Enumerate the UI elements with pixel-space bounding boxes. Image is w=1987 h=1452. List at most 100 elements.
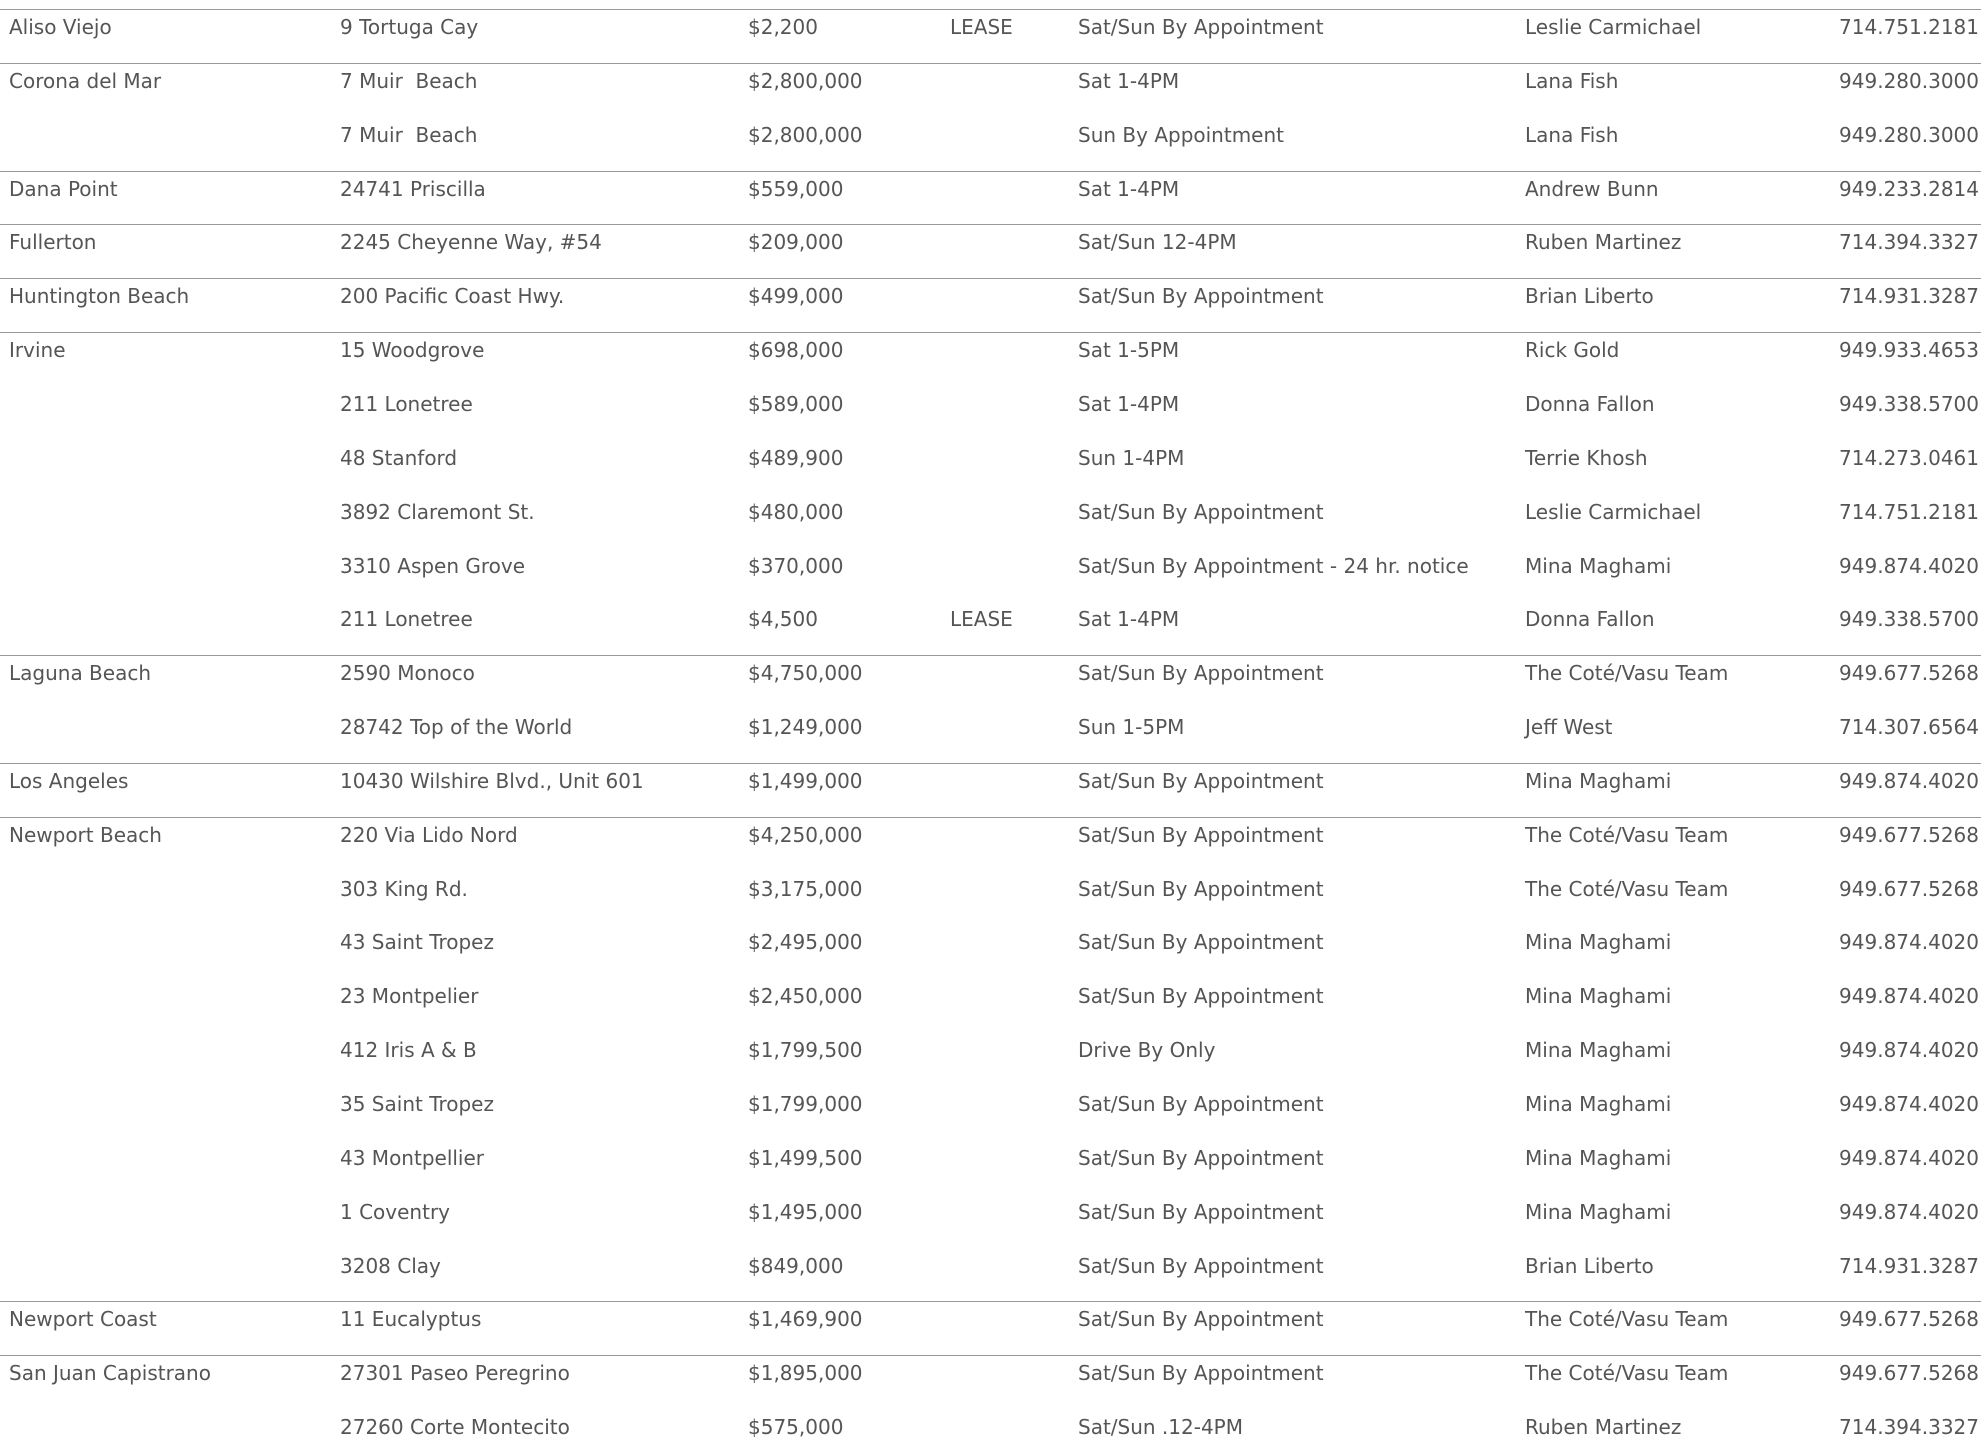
address: 27260 Corte Montecito (340, 1415, 570, 1440)
phone: 714.394.3327 (1839, 230, 1979, 255)
city: Laguna Beach (9, 661, 152, 686)
price: $209,000 (748, 230, 844, 255)
agent: Ruben Martinez (1525, 1415, 1682, 1440)
price: $2,800,000 (748, 122, 863, 147)
price: $4,250,000 (748, 822, 863, 847)
agent: Leslie Carmichael (1525, 499, 1702, 524)
hours: Sat 1-4PM (1078, 607, 1180, 632)
agent: Mina Maghami (1525, 768, 1672, 793)
price: $589,000 (748, 391, 844, 416)
phone: 949.280.3000 (1839, 68, 1979, 93)
address: 10430 Wilshire Blvd., Unit 601 (340, 768, 644, 793)
phone: 714.307.6564 (1839, 715, 1979, 740)
hours: Sat 1-4PM (1078, 176, 1180, 201)
group-divider (0, 816, 1981, 818)
price: $1,499,500 (748, 1145, 863, 1170)
hours: Sat/Sun By Appointment (1078, 661, 1324, 686)
phone: 949.677.5268 (1839, 876, 1979, 901)
hours: Sat/Sun By Appointment (1078, 1092, 1324, 1116)
agent: Mina Maghami (1525, 1038, 1672, 1063)
price: $1,469,900 (748, 1307, 863, 1332)
phone: 949.933.4653 (1839, 338, 1979, 363)
agent: Jeff West (1525, 715, 1613, 740)
agent: Terrie Khosh (1525, 445, 1648, 470)
agent: Brian Liberto (1525, 1253, 1654, 1278)
price: $480,000 (748, 499, 844, 524)
address: 43 Montpellier (340, 1145, 485, 1170)
hours: Sun By Appointment (1078, 122, 1285, 147)
address: 1 Coventry (340, 1199, 450, 1224)
phone: 949.874.4020 (1839, 768, 1979, 793)
hours: Sat/Sun By Appointment (1078, 930, 1324, 955)
price: $489,900 (748, 445, 844, 470)
phone: 949.338.5700 (1839, 391, 1979, 416)
phone: 949.677.5268 (1839, 1307, 1979, 1332)
hours: Sat/Sun By Appointment (1078, 1145, 1324, 1170)
address: 35 Saint Tropez (340, 1092, 494, 1116)
hours: Sat 1-4PM (1078, 391, 1180, 416)
price: $698,000 (748, 338, 844, 363)
price: $1,495,000 (748, 1199, 863, 1224)
phone: 949.874.4020 (1839, 1038, 1979, 1063)
city: Newport Beach (9, 822, 162, 847)
address: 303 King Rd. (340, 876, 468, 901)
phone: 949.677.5268 (1839, 661, 1979, 686)
hours: Sat/Sun 12-4PM (1078, 230, 1237, 255)
agent: Mina Maghami (1525, 1145, 1672, 1170)
agent: Lana Fish (1525, 122, 1619, 147)
agent: The Coté/Vasu Team (1525, 822, 1729, 847)
address: 200 Pacific Coast Hwy. (340, 284, 565, 309)
hours: Sat/Sun By Appointment (1078, 1307, 1324, 1332)
phone: 949.874.4020 (1839, 1199, 1979, 1224)
group-divider (0, 278, 1981, 280)
hours: Sat/Sun By Appointment (1078, 876, 1324, 901)
city: Newport Coast (9, 1307, 157, 1332)
agent: The Coté/Vasu Team (1525, 876, 1729, 901)
address: 23 Montpelier (340, 984, 479, 1009)
price: $4,750,000 (748, 661, 863, 686)
price: $2,800,000 (748, 68, 863, 93)
phone: 949.874.4020 (1839, 1145, 1979, 1170)
address: 3310 Aspen Grove (340, 553, 526, 578)
hours: Sat/Sun By Appointment - 24 hr. notice (1078, 553, 1469, 578)
agent: Mina Maghami (1525, 1199, 1672, 1224)
phone: 949.874.4020 (1839, 930, 1979, 955)
hours: Sat/Sun By Appointment (1078, 1199, 1324, 1224)
hours: Sat/Sun .12-4PM (1078, 1415, 1243, 1440)
phone: 949.280.3000 (1839, 122, 1979, 147)
group-divider (0, 1301, 1981, 1303)
phone: 949.677.5268 (1839, 1361, 1979, 1386)
address: 3208 Clay (340, 1253, 441, 1278)
phone: 714.394.3327 (1839, 1415, 1979, 1440)
agent: Andrew Bunn (1525, 176, 1659, 201)
address: 15 Woodgrove (340, 338, 485, 363)
phone: 714.931.3287 (1839, 1253, 1979, 1278)
group-divider (0, 224, 1981, 226)
phone: 714.751.2181 (1839, 15, 1979, 39)
agent: Lana Fish (1525, 68, 1619, 93)
price: $370,000 (748, 553, 844, 578)
price: $1,499,000 (748, 768, 863, 793)
price: $1,799,500 (748, 1038, 863, 1063)
address: 2590 Monoco (340, 661, 475, 686)
hours: Sun 1-5PM (1078, 715, 1185, 740)
agent: Mina Maghami (1525, 930, 1672, 955)
agent: Brian Liberto (1525, 284, 1654, 309)
address: 2245 Cheyenne Way, #54 (340, 230, 602, 255)
address: 48 Stanford (340, 445, 458, 470)
price: $1,895,000 (748, 1361, 863, 1386)
group-divider (0, 762, 1981, 764)
price: $559,000 (748, 176, 844, 201)
phone: 949.233.2814 (1839, 176, 1979, 201)
city: San Juan Capistrano (9, 1361, 211, 1386)
address: 43 Saint Tropez (340, 930, 494, 955)
agent: The Coté/Vasu Team (1525, 661, 1729, 686)
agent: The Coté/Vasu Team (1525, 1307, 1729, 1332)
agent: Donna Fallon (1525, 391, 1655, 416)
hours: Sun 1-4PM (1078, 445, 1185, 470)
hours: Sat/Sun By Appointment (1078, 768, 1324, 793)
agent: Mina Maghami (1525, 1092, 1672, 1116)
city: Los Angeles (9, 768, 129, 793)
phone: 949.874.4020 (1839, 984, 1979, 1009)
city: Fullerton (9, 230, 97, 255)
